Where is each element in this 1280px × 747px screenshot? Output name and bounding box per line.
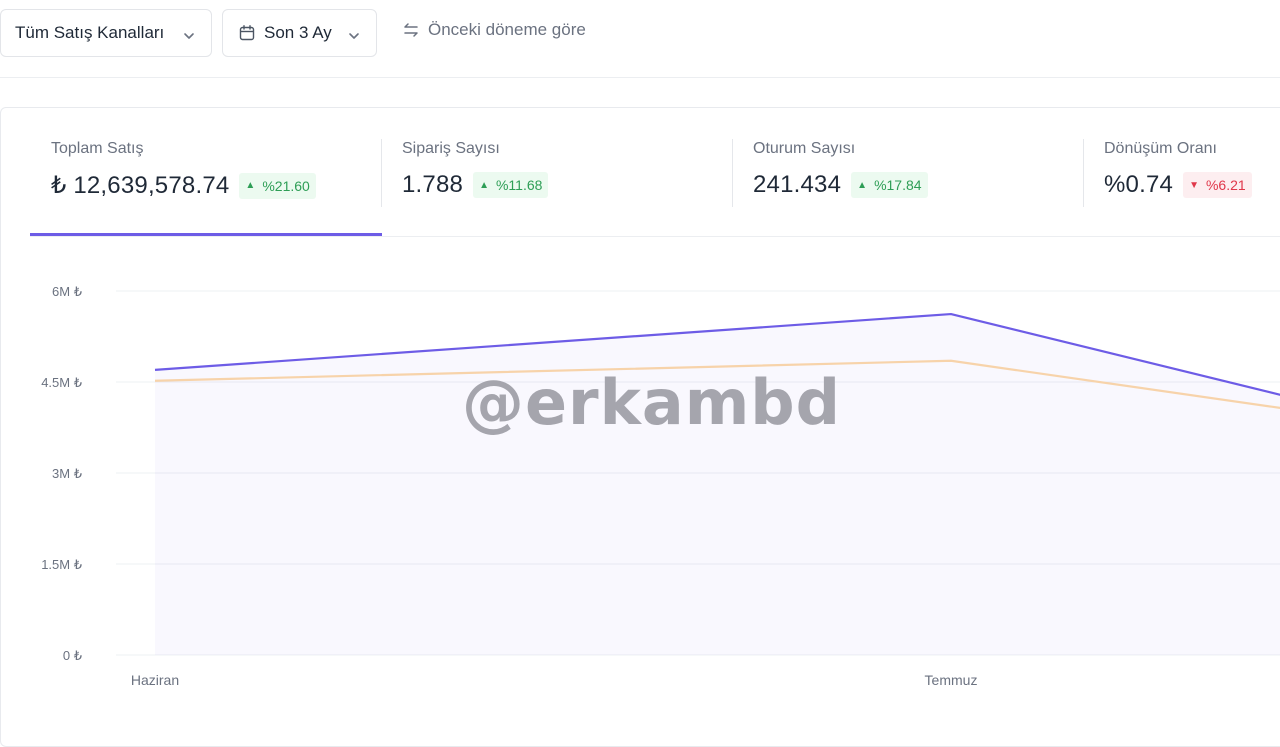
compare-previous-toggle[interactable]: Önceki döneme göre [402, 20, 586, 40]
change-value: %17.84 [874, 177, 922, 193]
calendar-icon [238, 24, 256, 42]
change-value: %11.68 [495, 177, 543, 193]
metrics-card [0, 107, 1280, 747]
change-value: %6.21 [1205, 177, 1246, 193]
y-tick-label: 1.5M ₺ [41, 557, 82, 572]
kpi-value: 1.788 [402, 171, 464, 198]
triangle-up-icon: ▲ [479, 179, 489, 191]
swap-arrows-icon [402, 21, 420, 39]
change-badge: ▲ %21.60 [239, 172, 316, 199]
x-tick-label: Haziran [131, 672, 179, 688]
kpi-session-count[interactable]: Oturum Sayısı 241.434 ▲ %17.84 [733, 140, 1083, 208]
chevron-down-icon [348, 27, 360, 47]
divider [732, 139, 733, 207]
toolbar: Tüm Satış Kanalları Son 3 Ay Önceki döne… [0, 0, 1280, 78]
series-area [155, 314, 1280, 655]
change-badge: ▼ %6.21 [1183, 172, 1252, 198]
kpi-total-sales[interactable]: Toplam Satış ₺ 12,639,578.74 ▲ %21.60 [31, 140, 381, 208]
triangle-down-icon: ▼ [1189, 179, 1199, 191]
kpi-tabs-divider [30, 236, 1280, 237]
series-line-current [154, 312, 1280, 396]
sales-chart: 6M ₺ 4.5M ₺ 3M ₺ 1.5M ₺ 0 ₺ Haziran Temmuz [41, 284, 1280, 688]
active-tab-indicator [30, 233, 382, 236]
kpi-value: %0.74 [1104, 171, 1174, 198]
date-range-label: Son 3 Ay [264, 23, 332, 42]
divider [1083, 139, 1084, 207]
y-tick-label: 3M ₺ [52, 466, 82, 481]
sales-channel-dropdown[interactable]: Tüm Satış Kanalları [0, 9, 212, 57]
y-tick-label: 4.5M ₺ [41, 375, 82, 390]
change-badge: ▲ %11.68 [473, 172, 549, 198]
series-line-previous [154, 359, 1280, 409]
triangle-up-icon: ▲ [245, 180, 256, 191]
divider [381, 139, 382, 207]
compare-label: Önceki döneme göre [428, 20, 586, 39]
kpi-value: ₺ 12,639,578.74 [51, 172, 230, 199]
kpi-value: 241.434 [753, 171, 842, 198]
watermark: @erkambd [462, 366, 842, 439]
kpi-label: Sipariş Sayısı [402, 140, 500, 157]
date-range-dropdown[interactable]: Son 3 Ay [222, 9, 377, 57]
y-tick-label: 6M ₺ [52, 284, 82, 299]
kpi-conversion-rate[interactable]: Dönüşüm Oranı %0.74 ▼ %6.21 [1084, 140, 1280, 208]
triangle-up-icon: ▲ [857, 179, 868, 191]
change-badge: ▲ %17.84 [851, 172, 928, 198]
y-tick-label: 0 ₺ [63, 648, 82, 663]
kpi-label: Toplam Satış [51, 140, 144, 157]
kpi-label: Oturum Sayısı [753, 140, 856, 157]
x-tick-label: Temmuz [925, 672, 978, 688]
sales-channel-label: Tüm Satış Kanalları [15, 23, 165, 42]
chevron-down-icon [183, 27, 195, 47]
kpi-order-count[interactable]: Sipariş Sayısı 1.788 ▲ %11.68 [382, 140, 732, 208]
change-value: %21.60 [262, 177, 310, 194]
kpi-label: Dönüşüm Oranı [1104, 140, 1217, 157]
